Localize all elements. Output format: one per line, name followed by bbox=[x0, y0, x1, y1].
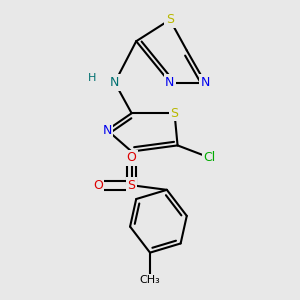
Text: CH₃: CH₃ bbox=[140, 275, 160, 285]
Text: S: S bbox=[170, 107, 178, 120]
Text: N: N bbox=[200, 76, 210, 89]
Text: S: S bbox=[166, 13, 174, 26]
Text: N: N bbox=[110, 76, 119, 89]
Text: O: O bbox=[127, 151, 136, 164]
Text: S: S bbox=[128, 179, 136, 192]
Text: Cl: Cl bbox=[204, 151, 216, 164]
Text: N: N bbox=[165, 76, 175, 89]
Text: N: N bbox=[102, 124, 112, 136]
Text: H: H bbox=[88, 73, 96, 83]
Text: O: O bbox=[93, 179, 103, 192]
